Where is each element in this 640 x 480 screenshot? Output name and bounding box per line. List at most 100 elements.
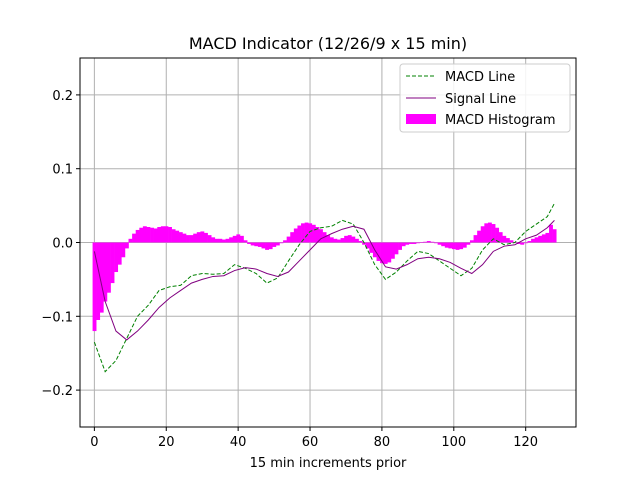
histogram-bar [175, 230, 180, 243]
histogram-bar [128, 238, 133, 243]
histogram-bar [290, 232, 295, 243]
histogram-bar [265, 242, 269, 250]
histogram-bar [498, 232, 503, 243]
x-axis-label: 15 min increments prior [250, 456, 407, 471]
histogram-bar [405, 242, 410, 245]
histogram-bar [545, 232, 550, 243]
histogram-bar [164, 226, 169, 243]
histogram-bar [398, 242, 402, 250]
histogram-bar [250, 242, 255, 246]
histogram-bar [142, 226, 147, 243]
histogram-bar [541, 234, 546, 243]
histogram-bar [531, 238, 535, 243]
y-tick-label: 0.2 [52, 89, 73, 104]
histogram-bar [121, 242, 126, 258]
histogram-bar [275, 242, 280, 246]
histogram-bar [283, 240, 287, 243]
histogram-bar [243, 240, 248, 243]
histogram-bar [380, 242, 385, 264]
series-lines [93, 203, 555, 373]
histogram-bar [416, 242, 420, 244]
histogram-bar [448, 242, 453, 249]
histogram-bar [538, 235, 543, 243]
histogram-bar [311, 224, 316, 243]
histogram-bar [473, 235, 478, 243]
histogram-bar [178, 232, 183, 243]
histogram-bar [430, 241, 435, 243]
legend: MACD Line Signal Line MACD Histogram [399, 63, 571, 133]
histogram-bar [487, 222, 492, 243]
histogram-bar [516, 242, 521, 244]
histogram-bar [336, 239, 341, 243]
legend-label-macd-histogram: MACD Histogram [445, 113, 556, 128]
histogram-bar [114, 242, 119, 273]
histogram-bar [434, 242, 438, 244]
x-tick-label: 60 [302, 435, 319, 450]
histogram-bar [484, 223, 489, 243]
histogram-bar [426, 241, 431, 243]
histogram-bar [495, 227, 500, 243]
histogram-bar [444, 242, 449, 248]
histogram-bar [261, 242, 266, 249]
histogram-bar [200, 231, 205, 243]
histogram-bar [301, 223, 305, 243]
histogram-bar [286, 236, 291, 243]
histogram-bar [455, 242, 460, 250]
histogram-bar [437, 242, 442, 245]
histogram-bar [221, 239, 226, 243]
x-tick-label: 80 [374, 435, 391, 450]
histogram-bar [552, 229, 557, 243]
histogram-bar [358, 241, 363, 243]
histogram-bar [419, 242, 424, 243]
histogram-bar [523, 242, 528, 244]
histogram-bar [106, 242, 111, 293]
histogram-bar [477, 230, 482, 243]
histogram-bar [103, 242, 108, 302]
histogram-bar [268, 242, 273, 250]
histogram-bar [99, 242, 104, 313]
histogram-bar [394, 242, 399, 255]
legend-swatch-macd-histogram [406, 114, 436, 124]
histogram-bar [459, 242, 464, 250]
histogram-bar [466, 242, 471, 245]
histogram-bar [376, 242, 381, 261]
x-tick-label: 120 [513, 435, 538, 450]
histogram-bar [186, 235, 190, 243]
histogram-bar [527, 241, 532, 243]
histogram-bar [344, 235, 349, 243]
histogram-bar [423, 241, 428, 243]
histogram-bar [207, 235, 212, 243]
histogram-bar [293, 228, 298, 243]
histogram-bar [365, 242, 370, 249]
histogram-bar [469, 240, 474, 243]
histogram-bar [168, 227, 172, 243]
histogram-bar [549, 224, 553, 243]
histogram-bar [272, 242, 277, 247]
histogram-bar [351, 236, 356, 243]
histogram-bar [319, 229, 323, 243]
chart-title: MACD Indicator (12/26/9 x 15 min) [189, 34, 467, 53]
histogram-bar [204, 232, 208, 243]
histogram-bar [491, 224, 496, 243]
histogram-bar [218, 238, 223, 243]
histogram-bar [340, 238, 345, 243]
histogram-bar [304, 222, 309, 243]
histogram-bar [354, 238, 359, 243]
histogram-bar [326, 235, 331, 243]
histogram-bar [505, 238, 510, 243]
histogram-bar [96, 242, 101, 320]
histogram-bar [110, 242, 115, 284]
histogram-bar [229, 237, 234, 243]
histogram-bar [232, 235, 237, 243]
histogram-bar [225, 238, 230, 243]
y-tick-label: 0.0 [52, 237, 73, 252]
legend-box [399, 63, 571, 133]
histogram-bar [153, 228, 158, 243]
histogram-bar [390, 242, 395, 259]
histogram-bar [196, 232, 201, 243]
y-tick-label: −0.2 [41, 384, 73, 399]
histogram-bar [520, 242, 525, 245]
histogram-bar [254, 242, 259, 247]
histogram-bar [308, 223, 313, 243]
legend-label-macd-line: MACD Line [445, 70, 515, 85]
